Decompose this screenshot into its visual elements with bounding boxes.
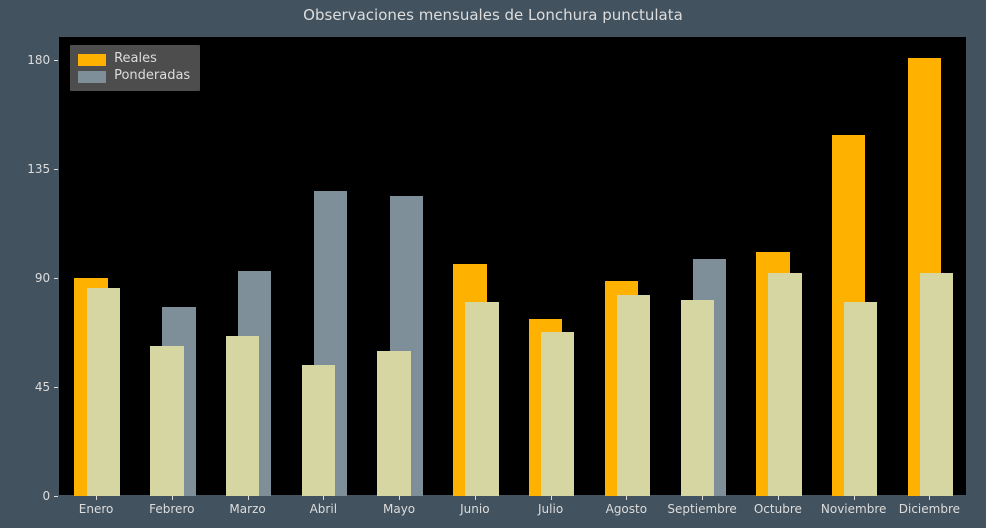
axis-spine-left bbox=[58, 36, 59, 496]
x-tick-mark bbox=[399, 496, 400, 500]
legend-label-ponderadas: Ponderadas bbox=[114, 68, 190, 85]
x-tick-mark bbox=[854, 496, 855, 500]
legend-label-reales: Reales bbox=[114, 51, 157, 68]
legend-item-reales: Reales bbox=[78, 51, 190, 68]
x-tick-mark bbox=[778, 496, 779, 500]
y-tick-mark bbox=[54, 496, 58, 497]
bar-reales bbox=[302, 365, 335, 496]
x-tick-mark bbox=[626, 496, 627, 500]
bar-ponderadas bbox=[768, 273, 801, 496]
x-tick-mark bbox=[323, 496, 324, 500]
bar-ponderadas bbox=[617, 295, 650, 496]
bar-reales bbox=[377, 351, 410, 496]
x-tick-mark bbox=[475, 496, 476, 500]
y-tick-mark bbox=[54, 60, 58, 61]
bar-reales bbox=[226, 336, 259, 496]
axis-spine-right bbox=[966, 36, 967, 496]
y-tick-mark bbox=[54, 387, 58, 388]
chart-title: Observaciones mensuales de Lonchura punc… bbox=[0, 6, 986, 24]
x-tick-mark bbox=[551, 496, 552, 500]
x-tick-mark bbox=[929, 496, 930, 500]
y-tick-mark bbox=[54, 169, 58, 170]
x-tick-mark bbox=[702, 496, 703, 500]
legend-swatch-reales bbox=[78, 54, 106, 66]
legend-item-ponderadas: Ponderadas bbox=[78, 68, 190, 85]
plot-area: 04590135180 EneroFebreroMarzoAbrilMayoJu… bbox=[58, 36, 967, 496]
y-tick-mark bbox=[54, 278, 58, 279]
bar-ponderadas bbox=[541, 332, 574, 497]
x-tick-mark bbox=[248, 496, 249, 500]
bar-ponderadas bbox=[844, 302, 877, 496]
bar-ponderadas bbox=[920, 273, 953, 496]
figure: Observaciones mensuales de Lonchura punc… bbox=[0, 0, 986, 528]
legend: Reales Ponderadas bbox=[69, 44, 201, 92]
bar-ponderadas bbox=[87, 288, 120, 496]
bar-ponderadas bbox=[465, 302, 498, 496]
bar-reales bbox=[681, 300, 714, 496]
legend-swatch-ponderadas bbox=[78, 71, 106, 83]
bar-reales bbox=[150, 346, 183, 496]
x-tick-mark bbox=[96, 496, 97, 500]
axis-spine-top bbox=[58, 36, 967, 37]
x-tick-mark bbox=[172, 496, 173, 500]
